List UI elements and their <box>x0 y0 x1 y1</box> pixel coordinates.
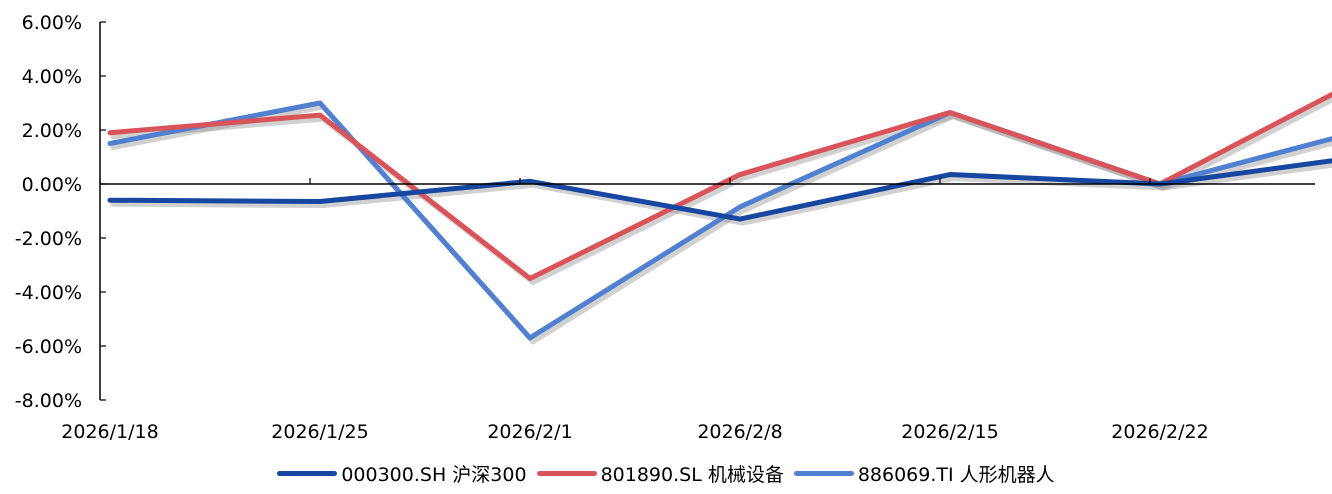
x-tick-label: 2026/2/1 <box>487 421 572 443</box>
x-axis-ticks: 2026/1/18 2026/1/25 2026/2/1 2026/2/8 2026/2… <box>61 178 1209 443</box>
y-tick-label: -4.00% <box>15 282 82 304</box>
series-line-1 <box>107 91 1332 281</box>
legend-label-000300: 000300.SH 沪深300 <box>341 463 527 486</box>
legend: 000300.SH 沪深300 801890.SL 机械设备 886069.TI… <box>0 456 1332 490</box>
legend-swatch-801890 <box>536 470 597 476</box>
line-chart: 6.00% 4.00% 2.00% 0.00% -2.00% -4.00% -6.00% -8… <box>15 12 1332 443</box>
series-shadow-0 <box>110 162 1332 226</box>
series-line-2 <box>107 100 1332 341</box>
legend-swatch-886069 <box>793 470 854 476</box>
y-tick-label: -8.00% <box>15 390 82 412</box>
legend-item-801890: 801890.SL 机械设备 <box>536 460 784 487</box>
series-shadow-2 <box>110 104 1332 345</box>
y-tick-label: -6.00% <box>15 336 82 358</box>
x-tick-label: 2026/2/22 <box>1111 421 1208 443</box>
legend-swatch-000300 <box>277 470 338 476</box>
y-tick-label: 2.00% <box>22 120 82 142</box>
y-tick-label: 4.00% <box>22 66 82 88</box>
legend-item-886069: 886069.TI 人形机器人 <box>793 460 1055 487</box>
y-axis-ticks: 6.00% 4.00% 2.00% 0.00% -2.00% -4.00% -6.00% -8… <box>15 12 106 412</box>
legend-label-801890: 801890.SL 机械设备 <box>600 463 784 486</box>
x-tick-label: 2026/2/8 <box>697 421 782 443</box>
x-tick-label: 2026/1/25 <box>271 421 368 443</box>
y-tick-label: -2.00% <box>15 228 82 250</box>
x-tick-label: 2026/1/18 <box>61 421 158 443</box>
axes <box>99 22 1315 400</box>
y-tick-label: 0.00% <box>22 174 82 196</box>
y-tick-label: 6.00% <box>22 12 82 34</box>
legend-item-000300: 000300.SH 沪深300 <box>277 460 527 487</box>
x-tick-label: 2026/2/15 <box>901 421 998 443</box>
legend-label-886069: 886069.TI 人形机器人 <box>857 463 1055 486</box>
